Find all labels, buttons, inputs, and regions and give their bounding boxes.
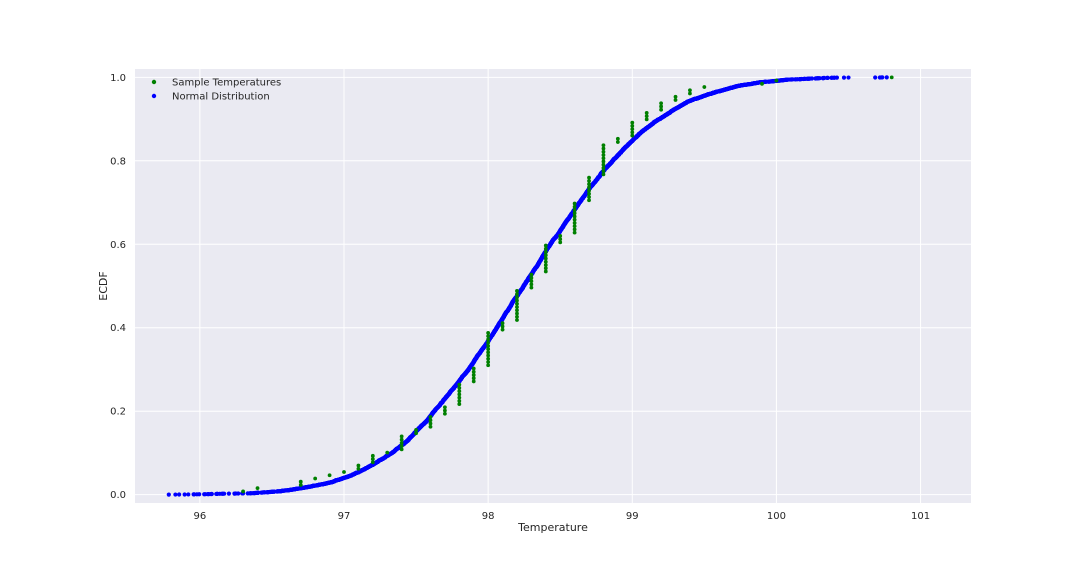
normal-point [182,492,187,497]
normal-point [222,491,227,496]
normal-point [197,492,202,497]
plot-background [135,69,971,503]
normal-point [177,492,182,497]
normal-point [226,491,232,496]
series-layer [166,75,894,497]
normal-point [186,492,191,497]
grid [135,69,971,503]
normal-point [256,490,261,495]
normal-point [209,491,214,497]
normal-point [236,491,241,496]
series-normal-distribution [166,75,889,497]
normal-point [173,492,178,497]
normal-point [166,492,171,497]
